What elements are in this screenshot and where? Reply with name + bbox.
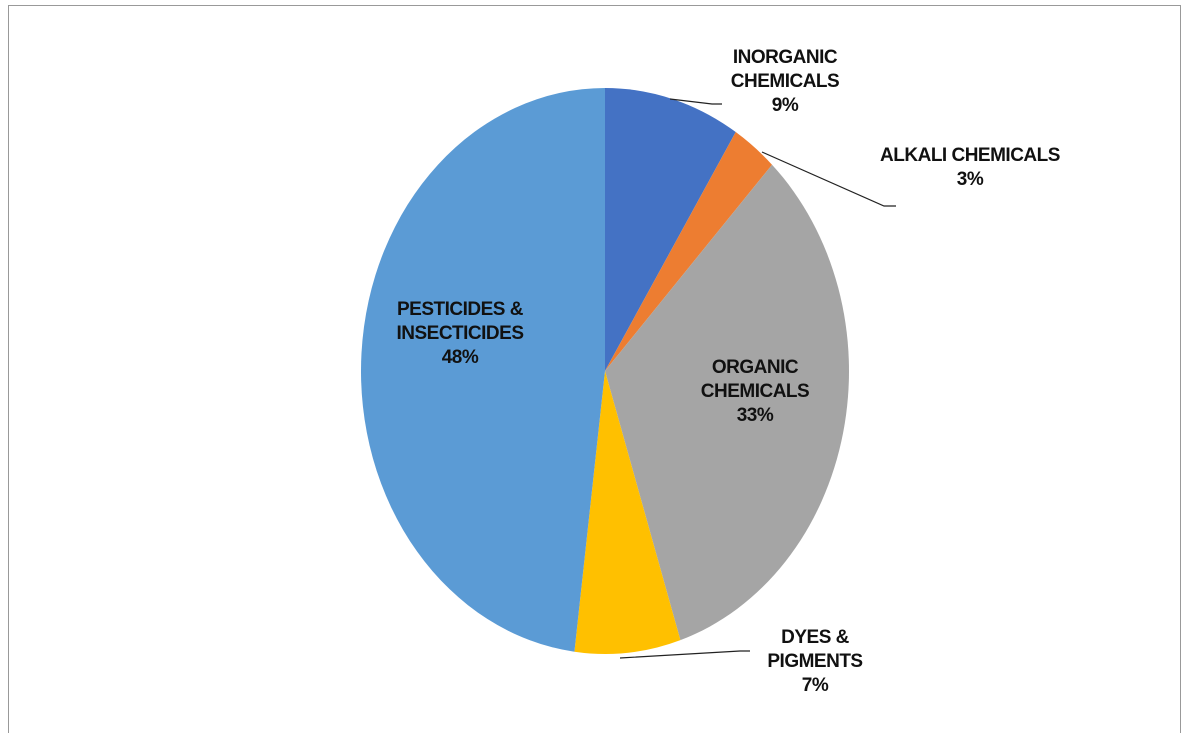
leader-line (669, 98, 722, 105)
slice-label: ORGANIC CHEMICALS 33% (670, 356, 840, 428)
pie-slice (605, 164, 849, 641)
pie-slice (605, 88, 736, 371)
slice-label: DYES & PIGMENTS 7% (755, 626, 875, 698)
value-label: 7% (801, 675, 829, 696)
value-label: 9% (771, 95, 799, 116)
value-label: 33% (736, 405, 774, 426)
slice-label: PESTICIDES & INSECTICIDES 48% (370, 298, 550, 370)
slice-label: ALKALI CHEMICALS 3% (880, 144, 1060, 192)
category-label: PESTICIDES & INSECTICIDES (396, 299, 524, 344)
category-label: INORGANIC CHEMICALS (730, 47, 840, 92)
leader-line (619, 650, 750, 659)
leader-line (761, 151, 896, 207)
pie-slice (361, 88, 605, 652)
pie-slice (605, 132, 773, 371)
category-label: ALKALI CHEMICALS (880, 145, 1060, 166)
value-label: 3% (956, 169, 984, 190)
category-label: ORGANIC CHEMICALS (700, 357, 810, 402)
chart-frame (8, 5, 1181, 733)
pie-slice (574, 371, 681, 654)
category-label: DYES & PIGMENTS (767, 627, 863, 672)
value-label: 48% (441, 347, 479, 368)
slice-label: INORGANIC CHEMICALS 9% (715, 46, 855, 118)
